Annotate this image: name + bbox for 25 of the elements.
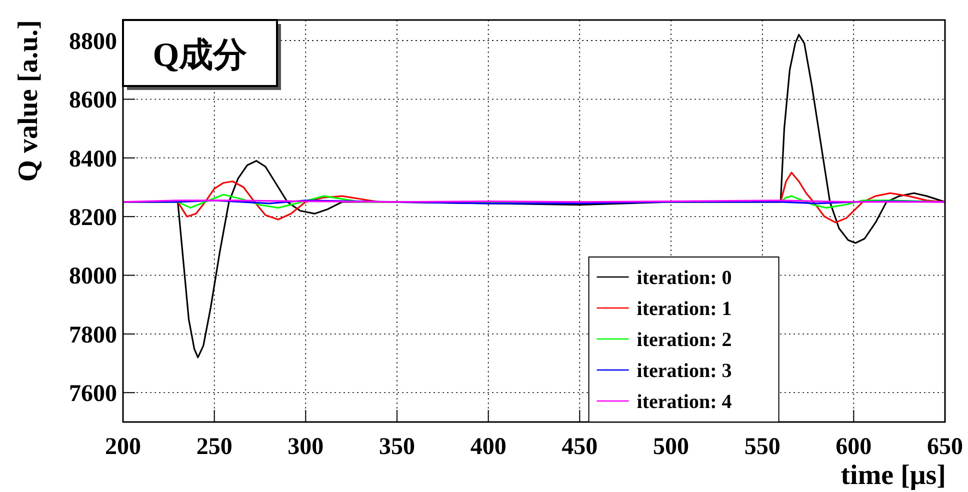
y-tick-label: 8000 [69, 264, 117, 290]
x-tick-label: 600 [836, 434, 872, 460]
x-tick-label: 350 [379, 434, 415, 460]
y-tick-label: 8600 [69, 88, 117, 114]
x-tick-label: 650 [927, 434, 963, 460]
legend-label: iteration: 3 [636, 360, 732, 382]
x-tick-label: 400 [470, 434, 506, 460]
y-tick-label: 8800 [69, 28, 117, 55]
x-tick-label: 250 [196, 434, 232, 460]
x-tick-label: 500 [653, 434, 689, 460]
legend-label: iteration: 0 [636, 267, 732, 289]
y-tick-label: 8400 [69, 146, 117, 172]
legend-label: iteration: 2 [636, 329, 732, 351]
x-tick-label: 450 [562, 434, 598, 460]
legend-label: iteration: 4 [636, 391, 732, 413]
text: Q成分 [152, 37, 248, 74]
legend-label: iteration: 1 [636, 298, 732, 320]
y-tick-label: 7800 [69, 322, 117, 348]
x-tick-label: 550 [744, 434, 780, 460]
x-axis-title: time [μs] [840, 460, 946, 491]
x-tick-label: 200 [105, 434, 141, 460]
y-axis-title: Q value [a.u.] [13, 20, 44, 182]
y-tick-label: 7600 [69, 381, 117, 408]
x-tick-label: 300 [288, 434, 324, 460]
y-tick-label: 8200 [69, 205, 117, 231]
